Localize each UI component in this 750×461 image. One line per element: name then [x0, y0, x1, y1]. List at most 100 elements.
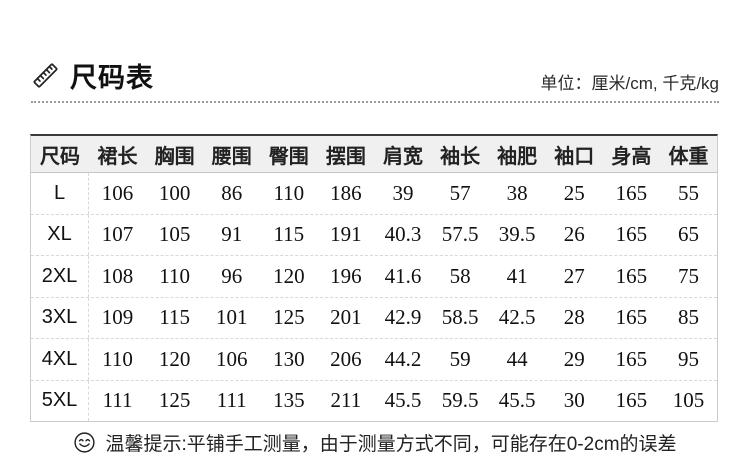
value-cell: 110 — [102, 346, 133, 371]
value-cell: 75 — [677, 263, 699, 288]
page-title: 尺码表 — [70, 63, 154, 93]
value-cell: 125 — [273, 305, 305, 330]
value-cell: 191 — [330, 222, 362, 247]
value-cell: 101 — [215, 305, 248, 330]
value-cell: 120 — [273, 263, 305, 288]
value-cell: 165 — [615, 222, 648, 247]
tip-text: 温馨提示:平铺手工测量，由于测量方式不同，可能存在0-2cm的误差 — [105, 434, 677, 455]
value-cell: 115 — [159, 305, 190, 330]
value-cell: 42.9 — [384, 305, 422, 330]
value-cell: 42.5 — [498, 305, 536, 330]
header-cell: 摆围 — [325, 145, 366, 168]
size-cell: 5XL — [31, 380, 89, 421]
value-cell: 108 — [101, 263, 134, 288]
value-cell: 96 — [221, 263, 243, 288]
value-cell: 29 — [563, 346, 585, 371]
value-cell: 165 — [615, 388, 648, 413]
value-cell: 106 — [215, 346, 248, 371]
value-cell: 44.2 — [384, 346, 422, 371]
value-cell: 106 — [101, 180, 134, 205]
value-cell: 111 — [102, 388, 133, 413]
value-cell: 165 — [615, 305, 648, 330]
smiley-icon — [74, 432, 96, 453]
value-cell: 57.5 — [441, 222, 479, 247]
dotted-divider — [31, 101, 719, 103]
value-cell: 165 — [615, 263, 648, 288]
size-cell: L — [31, 173, 89, 214]
value-cell: 38 — [506, 180, 528, 205]
header-cell: 肩宽 — [382, 145, 423, 168]
value-cell: 45.5 — [384, 388, 422, 413]
value-cell: 25 — [563, 180, 585, 205]
value-cell: 39.5 — [498, 222, 536, 247]
table-row: 3XL 109 115 101 125 201 42.9 58.5 42.5 28 165 85 — [31, 297, 717, 339]
value-cell: 58 — [449, 263, 471, 288]
value-cell: 58.5 — [441, 305, 479, 330]
page-header: 尺码表 — [31, 56, 154, 95]
value-cell: 26 — [563, 222, 585, 247]
table-row: 5XL 111 125 111 135 211 45.5 59.5 45.5 30 165 105 — [31, 380, 717, 421]
value-cell: 59 — [449, 346, 471, 371]
value-cell: 41 — [506, 263, 528, 288]
value-cell: 100 — [158, 180, 191, 205]
value-cell: 111 — [216, 388, 247, 413]
tip-row: 温馨提示:平铺手工测量，由于测量方式不同，可能存在0-2cm的误差 — [0, 429, 750, 456]
value-cell: 45.5 — [498, 388, 536, 413]
value-cell: 40.3 — [384, 222, 422, 247]
value-cell: 120 — [158, 346, 191, 371]
value-cell: 41.6 — [384, 263, 422, 288]
value-cell: 110 — [273, 180, 305, 205]
value-cell: 186 — [330, 180, 362, 205]
size-cell: 2XL — [31, 256, 89, 297]
value-cell: 59.5 — [441, 388, 479, 413]
header-cell: 身高 — [611, 145, 652, 168]
value-cell: 65 — [677, 222, 699, 247]
value-cell: 196 — [330, 263, 362, 288]
table-row: L 106 100 86 110 186 39 57 38 25 165 55 — [31, 173, 717, 215]
value-cell: 105 — [672, 388, 705, 413]
table-row: 2XL 108 110 96 120 196 41.6 58 41 27 165 75 — [31, 256, 717, 298]
size-cell: XL — [31, 214, 89, 255]
header-cell: 裙长 — [97, 145, 138, 168]
value-cell: 165 — [615, 346, 648, 371]
value-cell: 135 — [273, 388, 305, 413]
table-row: XL 107 105 91 115 191 40.3 57.5 39.5 26 165 65 — [31, 214, 717, 256]
header-cell: 臀围 — [268, 145, 309, 168]
header-cell: 袖长 — [440, 145, 481, 168]
header-cell: 袖口 — [554, 145, 595, 168]
size-table: 尺码 裙长 胸围 腰围 臀围 摆围 肩宽 袖长 袖肥 袖口 身高 体重 L 106 100 86 110 186… — [30, 134, 718, 422]
value-cell: 39 — [392, 180, 414, 205]
table-body: L 106 100 86 110 186 39 57 38 25 165 55 XL 107 105 91 11… — [31, 173, 717, 421]
value-cell: 130 — [273, 346, 305, 371]
value-cell: 109 — [101, 305, 134, 330]
value-cell: 30 — [563, 388, 585, 413]
value-cell: 57 — [449, 180, 471, 205]
value-cell: 125 — [158, 388, 191, 413]
size-cell: 3XL — [31, 297, 89, 338]
value-cell: 28 — [563, 305, 585, 330]
unit-note: 单位：厘米/cm, 千克/kg — [540, 74, 719, 93]
value-cell: 86 — [221, 180, 243, 205]
header-cell: 体重 — [668, 145, 709, 168]
value-cell: 85 — [677, 305, 699, 330]
value-cell: 27 — [563, 263, 585, 288]
header-cell: 尺码 — [40, 145, 80, 168]
value-cell: 105 — [158, 222, 191, 247]
value-cell: 107 — [101, 222, 134, 247]
value-cell: 110 — [159, 263, 190, 288]
value-cell: 115 — [273, 222, 305, 247]
value-cell: 91 — [221, 222, 243, 247]
header-cell: 袖肥 — [497, 145, 538, 168]
table-header-row: 尺码 裙长 胸围 腰围 臀围 摆围 肩宽 袖长 袖肥 袖口 身高 体重 — [31, 136, 717, 173]
value-cell: 201 — [330, 305, 362, 330]
value-cell: 211 — [330, 388, 362, 413]
value-cell: 165 — [615, 180, 648, 205]
value-cell: 55 — [677, 180, 699, 205]
ruler-icon — [33, 63, 58, 88]
value-cell: 206 — [330, 346, 362, 371]
table-row: 4XL 110 120 106 130 206 44.2 59 44 29 165 95 — [31, 339, 717, 381]
value-cell: 44 — [506, 346, 528, 371]
size-cell: 4XL — [31, 339, 89, 380]
header-cell: 胸围 — [154, 145, 195, 168]
header-cell: 腰围 — [211, 145, 252, 168]
